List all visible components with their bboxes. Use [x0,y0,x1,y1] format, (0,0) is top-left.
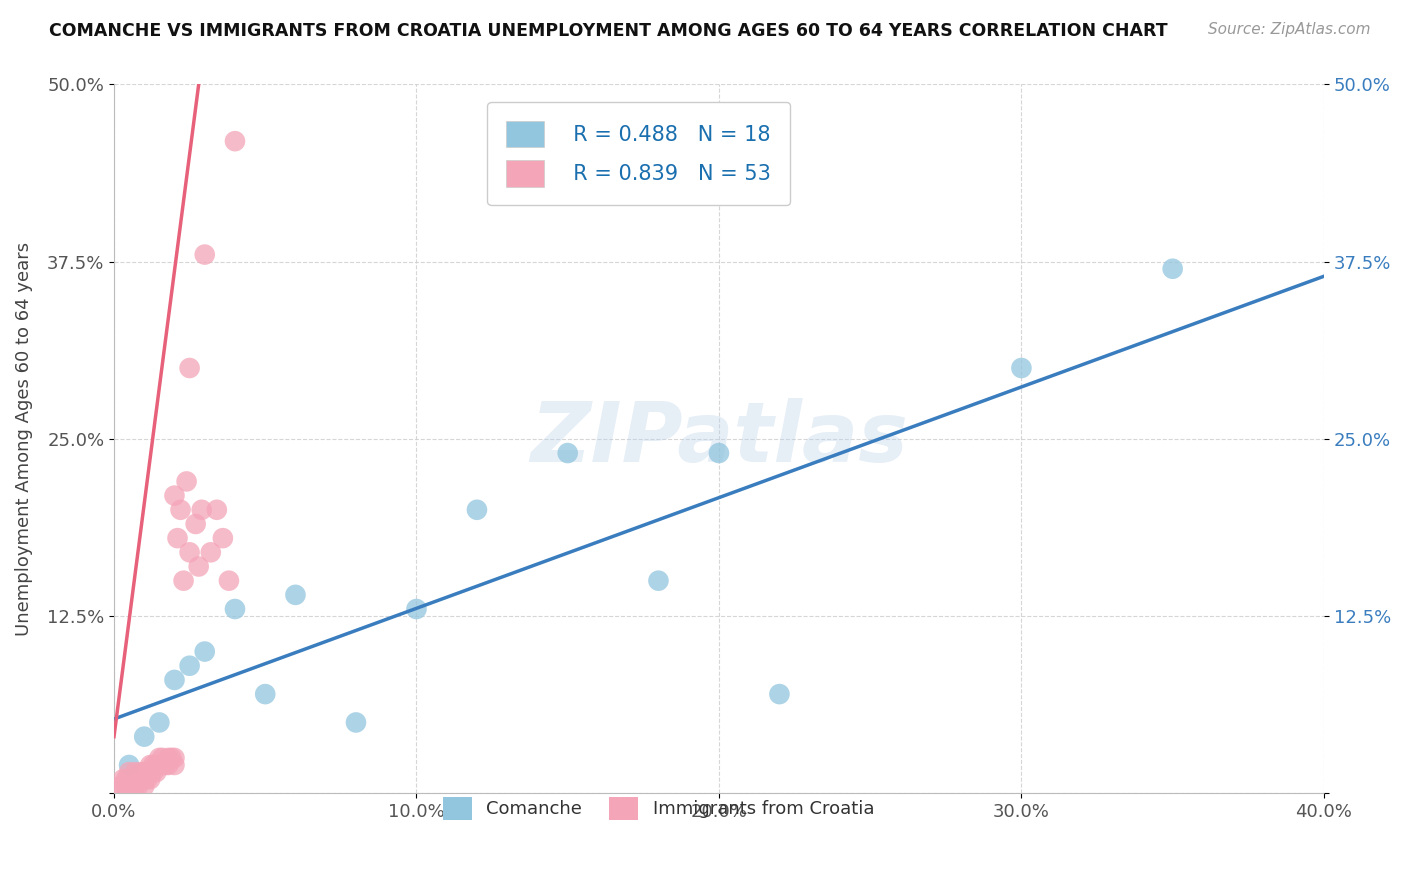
Point [1161,261,1184,276]
Point [129,772,152,787]
Point [176,475,198,489]
Point [118,758,141,772]
Point [284,588,307,602]
Point [129,765,152,780]
Point [115,779,138,793]
Point [139,772,162,787]
Point [163,489,186,503]
Text: COMANCHE VS IMMIGRANTS FROM CROATIA UNEMPLOYMENT AMONG AGES 60 TO 64 YEARS CORRE: COMANCHE VS IMMIGRANTS FROM CROATIA UNEM… [49,22,1168,40]
Point [134,765,156,780]
Point [142,758,165,772]
Point [121,772,143,787]
Point [647,574,669,588]
Point [150,758,173,772]
Legend: Comanche, Immigrants from Croatia: Comanche, Immigrants from Croatia [429,783,889,834]
Point [254,687,277,701]
Y-axis label: Unemployment Among Ages 60 to 64 years: Unemployment Among Ages 60 to 64 years [15,242,32,636]
Point [134,779,156,793]
Point [112,779,135,793]
Point [112,772,135,787]
Point [163,758,186,772]
Point [163,751,186,765]
Point [179,658,201,673]
Point [148,751,170,765]
Point [465,503,488,517]
Point [184,516,207,531]
Point [127,772,149,787]
Point [139,758,162,772]
Point [173,574,195,588]
Point [157,751,180,765]
Point [134,772,156,787]
Point [118,779,141,793]
Point [190,503,212,517]
Point [142,765,165,780]
Point [145,765,167,780]
Point [169,503,191,517]
Text: ZIPatlas: ZIPatlas [530,399,908,479]
Point [163,673,186,687]
Point [194,644,217,658]
Point [160,751,183,765]
Point [166,531,188,545]
Point [768,687,790,701]
Point [145,758,167,772]
Point [179,545,201,559]
Point [115,772,138,787]
Point [148,758,170,772]
Point [557,446,579,460]
Point [134,730,156,744]
Point [707,446,730,460]
Point [179,361,201,376]
Point [200,545,222,559]
Point [108,779,131,793]
Point [224,602,246,616]
Point [124,779,146,793]
Point [150,751,173,765]
Point [127,779,149,793]
Point [194,247,217,261]
Point [148,715,170,730]
Point [136,772,159,787]
Point [121,779,143,793]
Point [405,602,427,616]
Point [118,772,141,787]
Text: Source: ZipAtlas.com: Source: ZipAtlas.com [1208,22,1371,37]
Point [187,559,209,574]
Point [1010,361,1032,376]
Point [344,715,367,730]
Point [205,503,228,517]
Point [124,765,146,780]
Point [118,765,141,780]
Point [155,758,177,772]
Point [212,531,235,545]
Point [157,758,180,772]
Point [224,134,246,148]
Point [136,765,159,780]
Point [218,574,240,588]
